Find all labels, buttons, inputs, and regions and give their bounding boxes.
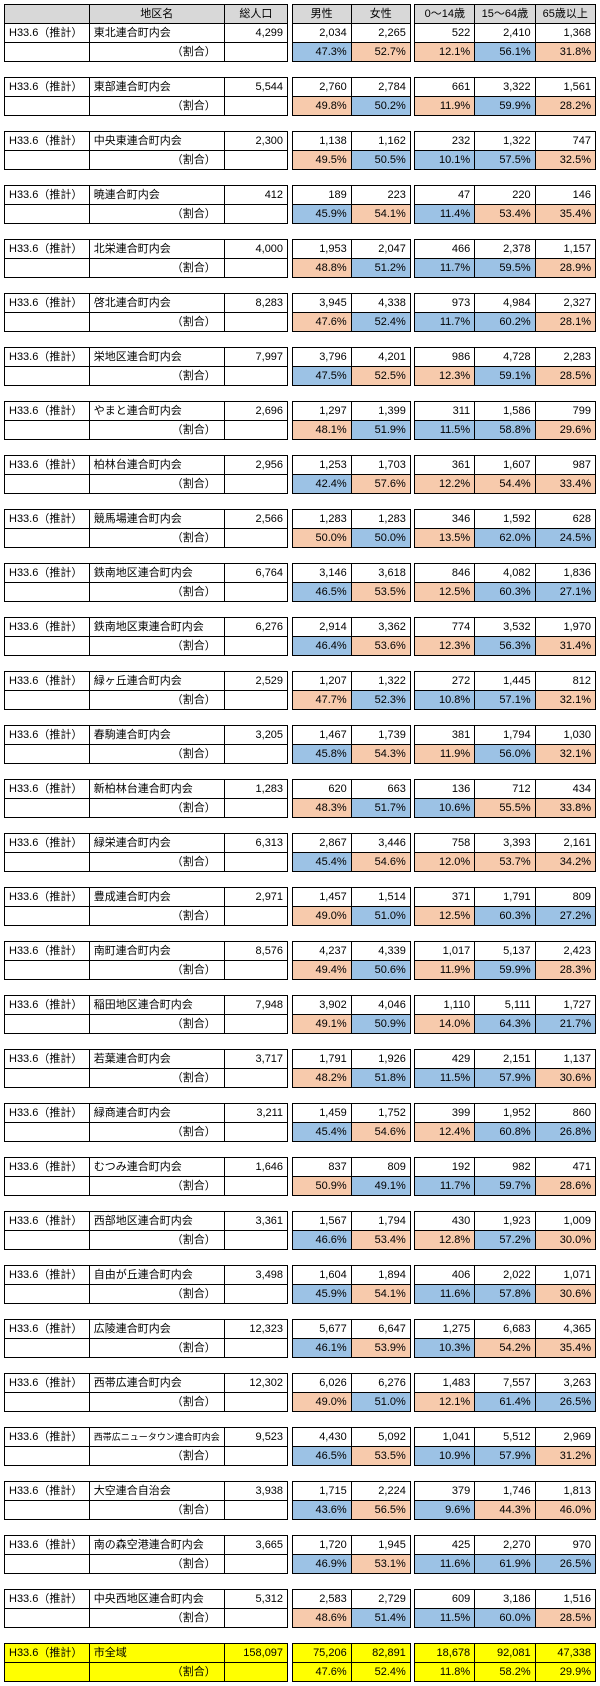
data-row: H33.6（推計）暁連合町内会41218922347220146 xyxy=(5,186,596,205)
data-row: H33.6（推計）春駒連合町内会3,2051,4671,7393811,7941… xyxy=(5,726,596,745)
ratio-row: （割合）43.6%56.5%9.6%44.3%46.0% xyxy=(5,1501,596,1520)
col-age65: 65歳以上 xyxy=(535,5,595,24)
ratio-row: （割合）50.0%50.0%13.5%62.0%24.5% xyxy=(5,529,596,548)
data-row: H33.6（推計）競馬場連合町内会2,5661,2831,2833461,592… xyxy=(5,510,596,529)
ratio-row: （割合）46.1%53.9%10.3%54.2%35.4% xyxy=(5,1339,596,1358)
ratio-row: （割合）47.3%52.7%12.1%56.1%31.8% xyxy=(5,43,596,62)
ratio-row: （割合）49.4%50.6%11.9%59.9%28.3% xyxy=(5,961,596,980)
data-row: H33.6（推計）中央西地区連合町内会5,3122,5832,7296093,1… xyxy=(5,1590,596,1609)
ratio-row: （割合）48.2%51.8%11.5%57.9%30.6% xyxy=(5,1069,596,1088)
col-age15: 15～64歳 xyxy=(475,5,535,24)
ratio-row: （割合）45.8%54.3%11.9%56.0%32.1% xyxy=(5,745,596,764)
ratio-row: （割合）45.4%54.6%12.0%53.7%34.2% xyxy=(5,853,596,872)
data-row: H33.6（推計）鉄南地区連合町内会6,7643,1463,6188464,08… xyxy=(5,564,596,583)
data-row: H33.6（推計）緑栄連合町内会6,3132,8673,4467583,3932… xyxy=(5,834,596,853)
col-age0: 0～14歳 xyxy=(415,5,475,24)
data-row: H33.6（推計）栄地区連合町内会7,9973,7964,2019864,728… xyxy=(5,348,596,367)
data-row: H33.6（推計）豊成連合町内会2,9711,4571,5143711,7918… xyxy=(5,888,596,907)
data-row: H33.6（推計）大空連合自治会3,9381,7152,2243791,7461… xyxy=(5,1482,596,1501)
ratio-row: （割合）46.5%53.5%12.5%60.3%27.1% xyxy=(5,583,596,602)
data-row: H33.6（推計）西部地区連合町内会3,3611,5671,7944301,92… xyxy=(5,1212,596,1231)
population-table: 地区名 総人口 男性 女性 0～14歳 15～64歳 65歳以上 H33.6（推… xyxy=(4,4,596,1682)
ratio-row: （割合）46.5%53.5%10.9%57.9%31.2% xyxy=(5,1447,596,1466)
data-row: H33.6（推計）稲田地区連合町内会7,9483,9024,0461,1105,… xyxy=(5,996,596,1015)
col-female: 女性 xyxy=(351,5,410,24)
data-row: H33.6（推計）西帯広連合町内会12,3026,0266,2761,4837,… xyxy=(5,1374,596,1393)
data-row: H33.6（推計）北栄連合町内会4,0001,9532,0474662,3781… xyxy=(5,240,596,259)
ratio-row: （割合）49.1%50.9%14.0%64.3%21.7% xyxy=(5,1015,596,1034)
data-row: H33.6（推計）やまと連合町内会2,6961,2971,3993111,586… xyxy=(5,402,596,421)
data-row: H33.6（推計）東部連合町内会5,5442,7602,7846613,3221… xyxy=(5,78,596,97)
ratio-row: （割合）48.6%51.4%11.5%60.0%28.5% xyxy=(5,1609,596,1628)
data-row: H33.6（推計）柏林台連合町内会2,9561,2531,7033611,607… xyxy=(5,456,596,475)
ratio-row: （割合）47.6%52.4%11.7%60.2%28.1% xyxy=(5,313,596,332)
ratio-row: （割合）42.4%57.6%12.2%54.4%33.4% xyxy=(5,475,596,494)
ratio-row: （割合）46.4%53.6%12.3%56.3%31.4% xyxy=(5,637,596,656)
ratio-row: （割合）45.9%54.1%11.6%57.8%30.6% xyxy=(5,1285,596,1304)
data-row: H33.6（推計）緑商連合町内会3,2111,4591,7523991,9528… xyxy=(5,1104,596,1123)
ratio-row: （割合）46.6%53.4%12.8%57.2%30.0% xyxy=(5,1231,596,1250)
col-blank xyxy=(5,5,90,24)
ratio-row: （割合）45.9%54.1%11.4%53.4%35.4% xyxy=(5,205,596,224)
data-row: H33.6（推計）東北連合町内会4,2992,0342,2655222,4101… xyxy=(5,24,596,43)
ratio-row: （割合）49.0%51.0%12.1%61.4%26.5% xyxy=(5,1393,596,1412)
data-row: H33.6（推計）緑ヶ丘連合町内会2,5291,2071,3222721,445… xyxy=(5,672,596,691)
data-row: H33.6（推計）むつみ連合町内会1,646837809192982471 xyxy=(5,1158,596,1177)
ratio-row: （割合）46.9%53.1%11.6%61.9%26.5% xyxy=(5,1555,596,1574)
col-male: 男性 xyxy=(292,5,351,24)
header-row: 地区名 総人口 男性 女性 0～14歳 15～64歳 65歳以上 xyxy=(5,5,596,24)
data-row: H33.6（推計）広陵連合町内会12,3235,6776,6471,2756,6… xyxy=(5,1320,596,1339)
total-row: H33.6（推計）市全域158,09775,20682,89118,67892,… xyxy=(5,1644,596,1663)
ratio-row: （割合）48.1%51.9%11.5%58.8%29.6% xyxy=(5,421,596,440)
ratio-row: （割合）47.7%52.3%10.8%57.1%32.1% xyxy=(5,691,596,710)
data-row: H33.6（推計）南の森空港連合町内会3,6651,7201,9454252,2… xyxy=(5,1536,596,1555)
ratio-row: （割合）47.5%52.5%12.3%59.1%28.5% xyxy=(5,367,596,386)
total-ratio-row: （割合）47.6%52.4%11.8%58.2%29.9% xyxy=(5,1663,596,1682)
ratio-row: （割合）48.3%51.7%10.6%55.5%33.8% xyxy=(5,799,596,818)
col-district: 地区名 xyxy=(89,5,224,24)
data-row: H33.6（推計）若葉連合町内会3,7171,7911,9264292,1511… xyxy=(5,1050,596,1069)
ratio-row: （割合）45.4%54.6%12.4%60.8%26.8% xyxy=(5,1123,596,1142)
data-row: H33.6（推計）鉄南地区東連合町内会6,2762,9143,3627743,5… xyxy=(5,618,596,637)
ratio-row: （割合）49.0%51.0%12.5%60.3%27.2% xyxy=(5,907,596,926)
data-row: H33.6（推計）自由が丘連合町内会3,4981,6041,8944062,02… xyxy=(5,1266,596,1285)
ratio-row: （割合）50.9%49.1%11.7%59.7%28.6% xyxy=(5,1177,596,1196)
data-row: H33.6（推計）新柏林台連合町内会1,283620663136712434 xyxy=(5,780,596,799)
ratio-row: （割合）49.5%50.5%10.1%57.5%32.5% xyxy=(5,151,596,170)
col-pop: 総人口 xyxy=(224,5,287,24)
data-row: H33.6（推計）啓北連合町内会8,2833,9454,3389734,9842… xyxy=(5,294,596,313)
data-row: H33.6（推計）南町連合町内会8,5764,2374,3391,0175,13… xyxy=(5,942,596,961)
data-row: H33.6（推計）中央東連合町内会2,3001,1381,1622321,322… xyxy=(5,132,596,151)
data-row: H33.6（推計）西帯広ニュータウン連合町内会9,5234,4305,0921,… xyxy=(5,1428,596,1447)
ratio-row: （割合）48.8%51.2%11.7%59.5%28.9% xyxy=(5,259,596,278)
ratio-row: （割合）49.8%50.2%11.9%59.9%28.2% xyxy=(5,97,596,116)
